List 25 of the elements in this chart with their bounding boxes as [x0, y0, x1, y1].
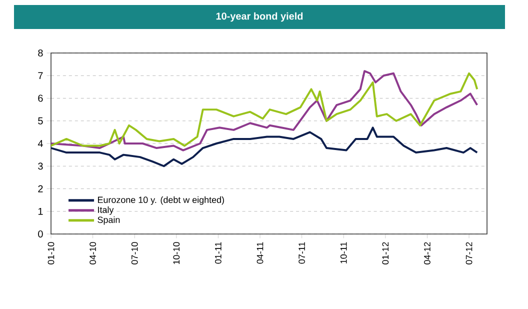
- y-tick-label: 1: [38, 208, 43, 215]
- y-tick-label: 3: [38, 162, 43, 170]
- x-tick-label: 04-10: [90, 242, 96, 264]
- line-series: [51, 126, 478, 168]
- y-tick-label: 6: [38, 94, 43, 102]
- y-tick-label: 5: [38, 117, 43, 124]
- x-tick-label: 07-10: [131, 242, 138, 264]
- legend-label: Eurozone 10 y. (debt w eighted): [98, 196, 224, 205]
- y-tick-label: 4: [38, 140, 43, 147]
- chart-title: 10-year bond yield: [216, 12, 303, 22]
- x-tick-label: 01-12: [382, 242, 389, 264]
- x-tick-label: 01-11: [215, 242, 222, 264]
- legend-label: Italy: [98, 206, 114, 215]
- y-tick-label: 0: [38, 230, 43, 238]
- legend-label: Spain: [98, 216, 120, 225]
- y-tick-label: 2: [38, 185, 43, 192]
- x-tick-label: 10-10: [173, 242, 180, 264]
- x-tick-label: 07-12: [466, 242, 472, 264]
- x-tick-label: 07-11: [298, 242, 306, 264]
- y-tick-label: 7: [38, 72, 43, 80]
- x-tick-label: 04-12: [424, 242, 430, 264]
- x-tick-label: 01-10: [48, 242, 54, 264]
- x-tick-label: 10-11: [340, 242, 347, 264]
- y-tick-label: 8: [38, 49, 43, 57]
- x-tick-label: 04-11: [256, 242, 264, 264]
